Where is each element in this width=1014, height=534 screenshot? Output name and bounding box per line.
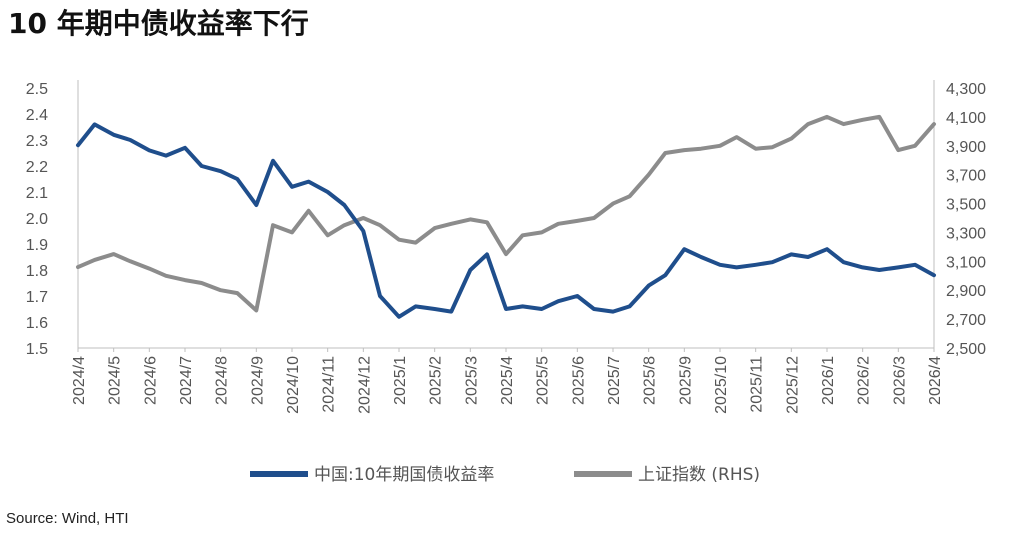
x-tick-label: 2024/11 — [321, 356, 338, 413]
x-tick-label: 2025/4 — [499, 356, 516, 405]
legend-yield-label: 中国:10年期国债收益率 — [314, 465, 494, 485]
right-tick-label: 3,100 — [946, 254, 986, 271]
chart-title: 10 年期中债收益率下行 — [8, 7, 309, 40]
x-tick-label: 2024/8 — [214, 356, 231, 405]
yield-series-line — [76, 122, 936, 319]
right-tick-label: 3,700 — [946, 168, 986, 185]
left-tick-label: 1.5 — [26, 341, 48, 358]
left-tick-label: 2.4 — [26, 107, 48, 124]
chart-legend: 中国:10年期国债收益率 上证指数 (RHS) — [250, 465, 760, 485]
left-tick-label: 1.8 — [26, 263, 48, 280]
x-tick-label: 2026/1 — [820, 356, 837, 405]
right-tick-label: 3,300 — [946, 225, 986, 242]
x-tick-label: 2025/6 — [570, 356, 587, 405]
legend-index-label: 上证指数 (RHS) — [638, 465, 760, 485]
x-tick-label: 2025/9 — [677, 356, 694, 405]
x-tick-label: 2025/11 — [749, 356, 766, 413]
x-tick-label: 2025/8 — [642, 356, 659, 405]
x-tick-label: 2025/1 — [392, 356, 409, 405]
left-tick-label: 1.6 — [26, 315, 48, 332]
right-tick-label: 3,500 — [946, 197, 986, 214]
x-tick-label: 2025/2 — [428, 356, 445, 405]
left-tick-label: 2.3 — [26, 133, 48, 150]
left-tick-label: 2.0 — [26, 211, 48, 228]
left-tick-label: 2.5 — [26, 81, 48, 98]
left-tick-label: 1.7 — [26, 289, 48, 306]
x-tick-label: 2024/7 — [178, 356, 195, 405]
right-tick-label: 4,300 — [946, 81, 986, 98]
x-tick-label: 2024/4 — [71, 356, 88, 405]
right-tick-label: 3,900 — [946, 139, 986, 156]
x-tick-label: 2024/5 — [107, 356, 124, 405]
chart-series — [76, 114, 936, 319]
x-tick-label: 2024/12 — [356, 356, 373, 414]
x-tick-label: 2025/10 — [713, 356, 730, 414]
left-tick-label: 1.9 — [26, 237, 48, 254]
x-tick-label: 2026/2 — [856, 356, 873, 405]
right-tick-label: 2,700 — [946, 312, 986, 329]
right-tick-label: 2,900 — [946, 283, 986, 300]
right-tick-label: 4,100 — [946, 110, 986, 127]
x-tick-label: 2026/3 — [891, 356, 908, 405]
x-tick-label: 2025/3 — [463, 356, 480, 405]
x-tick-label: 2025/12 — [784, 356, 801, 414]
left-tick-label: 2.1 — [26, 185, 48, 202]
right-tick-label: 2,500 — [946, 341, 986, 358]
x-tick-label: 2026/4 — [927, 356, 944, 405]
index-series-line — [76, 114, 936, 313]
x-tick-label: 2024/10 — [285, 356, 302, 414]
x-tick-label: 2025/7 — [606, 356, 623, 405]
source-note: Source: Wind, HTI — [6, 510, 129, 527]
x-tick-label: 2024/6 — [142, 356, 159, 405]
x-tick-label: 2025/5 — [535, 356, 552, 405]
left-tick-label: 2.2 — [26, 159, 48, 176]
x-tick-label: 2024/9 — [249, 356, 266, 405]
chart-axes: 2.5 2.4 2.3 2.2 2.1 2.0 1.9 1.8 1.7 1.6 1.5 4,300 4,… — [26, 80, 986, 414]
